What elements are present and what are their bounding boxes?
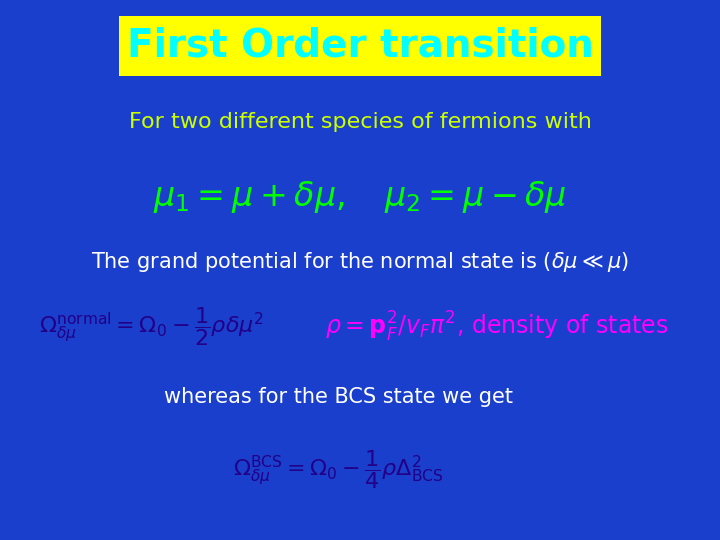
Text: whereas for the BCS state we get: whereas for the BCS state we get [164, 387, 513, 407]
Text: The grand potential for the normal state is ($\delta\mu \ll \mu$): The grand potential for the normal state… [91, 250, 629, 274]
FancyBboxPatch shape [119, 16, 601, 76]
Text: $\rho = \mathbf{p}_F^2/v_F\pi^2$, density of states: $\rho = \mathbf{p}_F^2/v_F\pi^2$, densit… [325, 309, 669, 344]
Text: First Order transition: First Order transition [127, 27, 593, 65]
Text: $\Omega^{\mathrm{normal}}_{\delta\mu} = \Omega_0 - \dfrac{1}{2}\rho\delta\mu^2$: $\Omega^{\mathrm{normal}}_{\delta\mu} = … [39, 305, 264, 348]
Text: For two different species of fermions with: For two different species of fermions wi… [129, 111, 591, 132]
Text: $\Omega^{\mathrm{BCS}}_{\delta\mu} = \Omega_0 - \dfrac{1}{4}\rho\Delta^2_{\mathr: $\Omega^{\mathrm{BCS}}_{\delta\mu} = \Om… [233, 448, 444, 491]
Text: $\mu_1 = \mu + \delta\mu,$   $\mu_2 = \mu - \delta\mu$: $\mu_1 = \mu + \delta\mu,$ $\mu_2 = \mu … [153, 179, 567, 215]
